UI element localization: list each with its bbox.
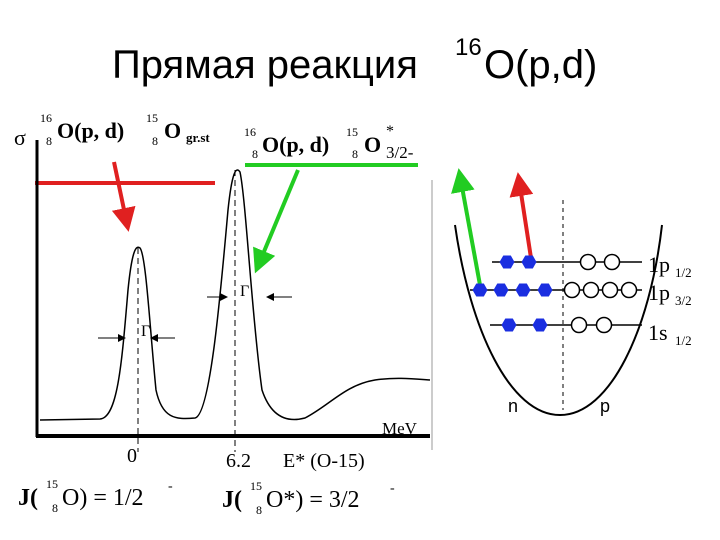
mass: 15 bbox=[46, 477, 58, 491]
proton bbox=[570, 316, 588, 334]
mass: 15 bbox=[250, 479, 262, 493]
title: Прямая реакция bbox=[112, 43, 418, 87]
neutron bbox=[493, 283, 509, 297]
reaction: O(p, d) bbox=[57, 118, 124, 143]
excited: * bbox=[386, 123, 394, 140]
level-j: 1/2 bbox=[675, 333, 692, 348]
neutron bbox=[521, 255, 537, 269]
charge: 8 bbox=[152, 134, 158, 148]
mass: 16 bbox=[40, 111, 52, 125]
neutron bbox=[472, 283, 488, 297]
proton bbox=[579, 253, 597, 271]
level-j: 1/2 bbox=[675, 265, 692, 280]
level-j: 3/2 bbox=[675, 293, 692, 308]
spectrum-curve bbox=[39, 169, 431, 421]
spin: O*) = 3/2 bbox=[266, 487, 360, 513]
proton bbox=[582, 281, 600, 299]
mass: 15 bbox=[146, 111, 158, 125]
nucleus: O bbox=[164, 118, 181, 143]
proton bbox=[603, 253, 621, 271]
mass: 16 bbox=[244, 125, 256, 139]
neutron bbox=[515, 283, 531, 297]
red-arrow bbox=[111, 161, 136, 232]
green-arrow bbox=[253, 169, 300, 274]
charge: 8 bbox=[256, 503, 262, 517]
axis-label: E* (O-15) bbox=[283, 450, 365, 472]
proton bbox=[595, 316, 613, 334]
charge: 8 bbox=[352, 147, 358, 161]
neutron bbox=[537, 283, 553, 297]
charge: 8 bbox=[52, 501, 58, 515]
level-name: 1p bbox=[648, 280, 670, 305]
spin: O) = 1/2 bbox=[62, 485, 144, 511]
neutron bbox=[499, 255, 515, 269]
neutron-label: n bbox=[508, 396, 518, 416]
state: 3/2- bbox=[386, 143, 414, 162]
title-mass: 16 bbox=[455, 34, 482, 61]
red-arrow bbox=[509, 172, 534, 259]
proton bbox=[563, 281, 581, 299]
reaction: O(p, d) bbox=[262, 132, 329, 157]
state: gr.st bbox=[186, 130, 210, 145]
energy-label: 6.2 bbox=[226, 450, 251, 472]
neutron bbox=[501, 318, 517, 332]
green-arrow bbox=[451, 168, 482, 286]
sigma: σ bbox=[14, 125, 26, 150]
mass: 15 bbox=[346, 125, 358, 139]
potential-well bbox=[454, 224, 663, 417]
charge: 8 bbox=[252, 147, 258, 161]
nucleus: O bbox=[364, 132, 381, 157]
parity: - bbox=[390, 481, 395, 496]
shell-levels: 1p 1/2 1p 3/2 1s 1/2 bbox=[470, 252, 692, 348]
neutron bbox=[532, 318, 548, 332]
proton bbox=[601, 281, 619, 299]
parity: - bbox=[168, 479, 173, 494]
gamma: Γ bbox=[240, 283, 249, 300]
spin: J( bbox=[222, 487, 242, 513]
charge: 8 bbox=[46, 134, 52, 148]
unit: MeV bbox=[382, 419, 418, 438]
proton bbox=[620, 281, 638, 299]
energy-label: 0 bbox=[127, 445, 137, 467]
title-reaction: O(p,d) bbox=[484, 43, 597, 87]
level-name: 1p bbox=[648, 252, 670, 277]
proton-label: p bbox=[600, 396, 610, 416]
spin: J( bbox=[18, 485, 38, 511]
gamma: Γ bbox=[141, 323, 150, 340]
level-name: 1s bbox=[648, 320, 668, 345]
